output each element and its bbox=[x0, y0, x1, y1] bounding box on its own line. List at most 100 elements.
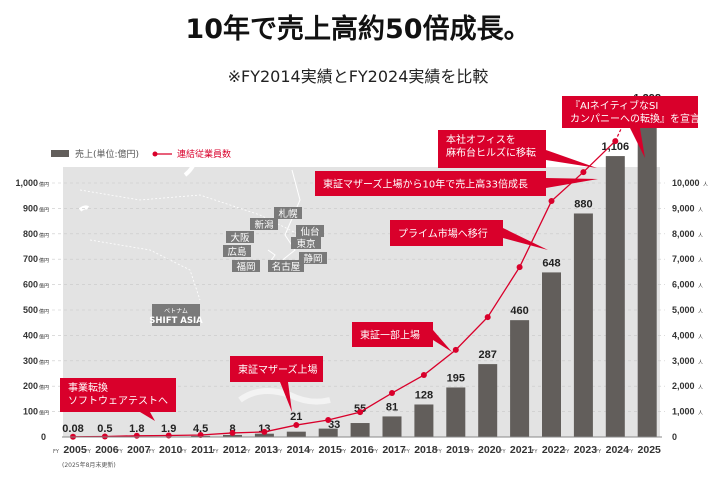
left-axis-tick: 900 bbox=[23, 203, 38, 213]
legend-bar-swatch bbox=[51, 150, 69, 157]
left-axis-unit: 億円 bbox=[39, 308, 49, 315]
employee-point bbox=[101, 433, 108, 440]
right-axis-unit: 人 bbox=[698, 385, 703, 391]
callout-pointer bbox=[433, 330, 452, 352]
x-tick-label: 2025 bbox=[638, 444, 662, 456]
bar-value-label: 287 bbox=[479, 349, 497, 361]
right-axis-tick: 4,000 bbox=[672, 330, 695, 340]
employee-point bbox=[357, 409, 364, 416]
callout-33x-growth: 東証マザーズ上場から10年で売上高33倍成長 bbox=[315, 171, 598, 196]
left-axis-unit: 億円 bbox=[39, 283, 49, 290]
x-tick-prefix: FY bbox=[500, 449, 507, 455]
x-tick-label: 2021 bbox=[510, 444, 534, 456]
bar-2025 bbox=[637, 107, 657, 438]
left-axis-unit: 億円 bbox=[39, 206, 49, 213]
bar-value-label: 648 bbox=[542, 257, 560, 269]
x-tick-label: 2022 bbox=[542, 444, 566, 456]
x-tick-label: 2019 bbox=[446, 444, 470, 456]
left-axis-tick: 0 bbox=[41, 432, 46, 442]
bar-2021 bbox=[510, 320, 530, 437]
callout-text: 麻布台ヒルズに移転 bbox=[446, 146, 536, 159]
callout-text: 東証マザーズ上場 bbox=[238, 363, 318, 376]
bar-2016 bbox=[350, 423, 370, 437]
left-axis-unit: 億円 bbox=[39, 359, 49, 366]
office-label: 大阪 bbox=[230, 232, 250, 244]
x-tick-label: 2012 bbox=[223, 444, 247, 456]
office-chip bbox=[268, 260, 304, 272]
x-tick-label: 2016 bbox=[350, 444, 374, 456]
bar-2018 bbox=[414, 404, 434, 437]
callout-pointer bbox=[280, 382, 292, 412]
legend: 売上(単位:億円) 連結従業員数 bbox=[51, 148, 231, 160]
vietnam-office-label: SHIFT ASIA bbox=[149, 316, 203, 326]
right-axis-tick: 0 bbox=[672, 432, 677, 442]
bar-value-label: 1,106 bbox=[602, 141, 630, 153]
employee-point bbox=[389, 390, 395, 397]
right-axis-tick: 2,000 bbox=[672, 381, 695, 391]
right-axis-tick: 9,000 bbox=[672, 203, 695, 213]
x-tick-prefix: FY bbox=[308, 449, 315, 455]
left-axis-unit: 億円 bbox=[39, 181, 49, 188]
left-axis-unit: 億円 bbox=[39, 232, 49, 239]
x-tick-prefix: FY bbox=[117, 449, 124, 455]
x-tick-prefix: FY bbox=[181, 449, 188, 455]
callout-box bbox=[60, 378, 176, 412]
x-tick-prefix: FY bbox=[149, 449, 156, 455]
callout-prime-market: プライム市場へ移行 bbox=[390, 220, 548, 250]
x-tick-label: 2024 bbox=[606, 444, 630, 456]
bar-2013 bbox=[254, 433, 274, 437]
bar-value-label: 4.5 bbox=[193, 423, 208, 435]
right-axis-unit: 人 bbox=[698, 233, 703, 239]
office-label: 静岡 bbox=[303, 253, 322, 265]
employee-point bbox=[452, 346, 459, 353]
callout-pointer bbox=[630, 128, 645, 158]
bar-2015 bbox=[318, 428, 338, 437]
bar-value-label: 55 bbox=[354, 403, 366, 415]
bar-value-label: 81 bbox=[386, 401, 398, 413]
right-axis-unit: 人 bbox=[698, 360, 703, 366]
x-tick-prefix: FY bbox=[53, 449, 60, 455]
page-title: 10年で売上高約50倍成長。 bbox=[185, 13, 530, 45]
left-axis-tick: 1,000 bbox=[15, 178, 38, 188]
x-tick-label: 2006 bbox=[95, 444, 119, 456]
x-tick-prefix: FY bbox=[213, 449, 220, 455]
bar-2024 bbox=[605, 156, 625, 438]
callout-text: 本社オフィスを bbox=[446, 133, 516, 146]
x-tick-label: 2005 bbox=[63, 444, 87, 456]
x-tick-label: 2015 bbox=[319, 444, 343, 456]
bar-value-label: 880 bbox=[574, 198, 592, 210]
callout-mothers-listing: 東証マザーズ上場 bbox=[230, 356, 323, 412]
office-chip bbox=[250, 218, 278, 230]
bar-value-label: 0.08 bbox=[62, 423, 83, 435]
right-axis-tick: 1,000 bbox=[672, 407, 695, 417]
bar-2014 bbox=[286, 431, 306, 437]
x-tick-label: 2020 bbox=[478, 444, 502, 456]
left-axis-unit: 億円 bbox=[39, 410, 49, 417]
right-axis-unit: 人 bbox=[698, 258, 703, 264]
legend-bar-label: 売上(単位:億円) bbox=[75, 148, 139, 160]
x-tick-prefix: FY bbox=[404, 449, 411, 455]
bar-value-label: 460 bbox=[510, 305, 528, 317]
footnote: (2025年8月末更新) bbox=[62, 461, 116, 469]
office-label: 仙台 bbox=[300, 226, 319, 238]
callout-box bbox=[230, 356, 323, 382]
bar-value-label: 21 bbox=[290, 411, 302, 423]
left-axis-unit: 億円 bbox=[39, 257, 49, 264]
office-chip bbox=[296, 225, 324, 237]
x-tick-prefix: FY bbox=[595, 449, 602, 455]
vietnam-chip bbox=[152, 304, 200, 326]
left-axis-tick: 700 bbox=[23, 254, 38, 264]
x-tick-prefix: FY bbox=[372, 449, 379, 455]
bar-2017 bbox=[382, 416, 402, 437]
page-subtitle: ※FY2014実績とFY2024実績を比較 bbox=[228, 67, 489, 86]
employee-point bbox=[484, 314, 491, 321]
right-axis-unit: 人 bbox=[703, 182, 708, 188]
right-axis-tick: 5,000 bbox=[672, 305, 695, 315]
office-chip bbox=[274, 207, 302, 219]
callout-text: 東証マザーズ上場から10年で売上高33倍成長 bbox=[323, 178, 528, 191]
employee-point bbox=[293, 422, 300, 429]
